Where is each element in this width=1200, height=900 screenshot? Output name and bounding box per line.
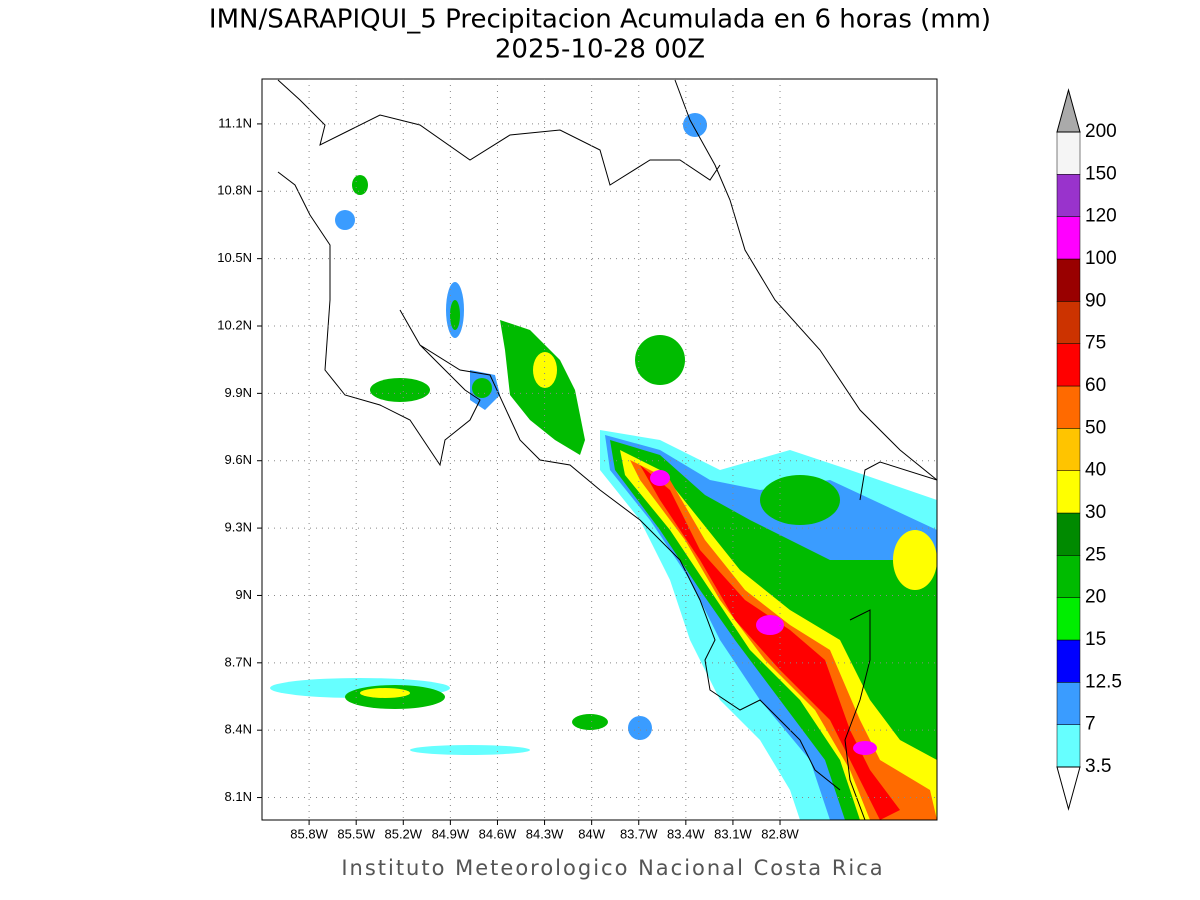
x-tick-label: 85.2W <box>384 826 422 841</box>
map-frame <box>261 78 938 821</box>
precipitation-field <box>270 113 937 820</box>
title: IMN/SARAPIQUI_5 Precipitacion Acumulada … <box>209 5 991 35</box>
colorbar-over <box>1056 88 1081 133</box>
y-tick-label: 9.3N <box>225 520 252 535</box>
x-tick-label: 83.1W <box>714 826 752 841</box>
x-tick-label: 83.4W <box>667 826 705 841</box>
y-tick-label: 9N <box>235 587 252 602</box>
colorbar-segment <box>1056 597 1081 641</box>
panama-border <box>844 461 937 820</box>
colorbar-label: 200 <box>1085 121 1117 142</box>
footer: Instituto Meteorologico Nacional Costa R… <box>341 856 884 880</box>
colorbar-segment <box>1056 682 1081 725</box>
colorbar-segment <box>1056 301 1081 344</box>
colorbar-label: 25 <box>1085 544 1106 565</box>
y-tick-label: 9.9N <box>225 385 252 400</box>
colorbar-segment <box>1056 639 1081 683</box>
colorbar-label: 12.5 <box>1085 671 1122 692</box>
pacific-coast <box>277 171 841 791</box>
colorbar-label: 30 <box>1085 502 1106 523</box>
colorbar-label: 50 <box>1085 417 1106 438</box>
x-tick-label: 85.5W <box>337 826 375 841</box>
caribbean-coast <box>674 79 937 481</box>
colorbar-under <box>1056 766 1081 811</box>
colorbar-segment <box>1056 385 1081 429</box>
x-tick-label: 84.9W <box>432 826 470 841</box>
colorbar-label: 100 <box>1085 248 1117 269</box>
x-tick-label: 84W <box>578 826 605 841</box>
x-tick-label: 83.7W <box>620 826 658 841</box>
colorbar-label: 150 <box>1085 163 1117 184</box>
colorbar-label: 60 <box>1085 375 1106 396</box>
colorbar-segment <box>1056 258 1081 302</box>
colorbar-segment <box>1056 131 1081 175</box>
colorbar-segment <box>1056 470 1081 514</box>
colorbar-label: 7 <box>1085 714 1096 735</box>
colorbar-segment <box>1056 724 1081 768</box>
subtitle: 2025-10-28 00Z <box>495 35 705 65</box>
y-tick-label: 11.1N <box>218 115 252 130</box>
colorbar-label: 120 <box>1085 206 1117 227</box>
coastlines <box>277 79 937 820</box>
y-tick-label: 8.1N <box>225 789 252 804</box>
y-tick-label: 9.6N <box>225 452 252 467</box>
y-tick-label: 8.7N <box>225 654 252 669</box>
x-tick-label: 85.8W <box>290 826 328 841</box>
colorbar-label: 15 <box>1085 629 1106 650</box>
x-tick-label: 84.6W <box>479 826 517 841</box>
y-tick-label: 10.2N <box>217 317 252 332</box>
y-tick-label: 10.5N <box>217 250 252 265</box>
x-tick-label: 82.8W <box>761 826 799 841</box>
y-tick-label: 8.4N <box>225 722 252 737</box>
y-tick-label: 10.8N <box>217 183 252 198</box>
colorbar-label: 3.5 <box>1085 756 1111 777</box>
x-tick-label: 84.3W <box>526 826 564 841</box>
colorbar-label: 75 <box>1085 333 1106 354</box>
colorbar-label: 90 <box>1085 290 1106 311</box>
colorbar-segment <box>1056 174 1081 217</box>
colorbar-segment <box>1056 343 1081 387</box>
colorbar-segment <box>1056 216 1081 260</box>
colorbar-label: 20 <box>1085 587 1106 608</box>
colorbar-segment <box>1056 428 1081 471</box>
colorbar-label: 40 <box>1085 460 1106 481</box>
border-line <box>277 79 721 186</box>
colorbar-segment <box>1056 512 1081 556</box>
colorbar-segment <box>1056 555 1081 598</box>
